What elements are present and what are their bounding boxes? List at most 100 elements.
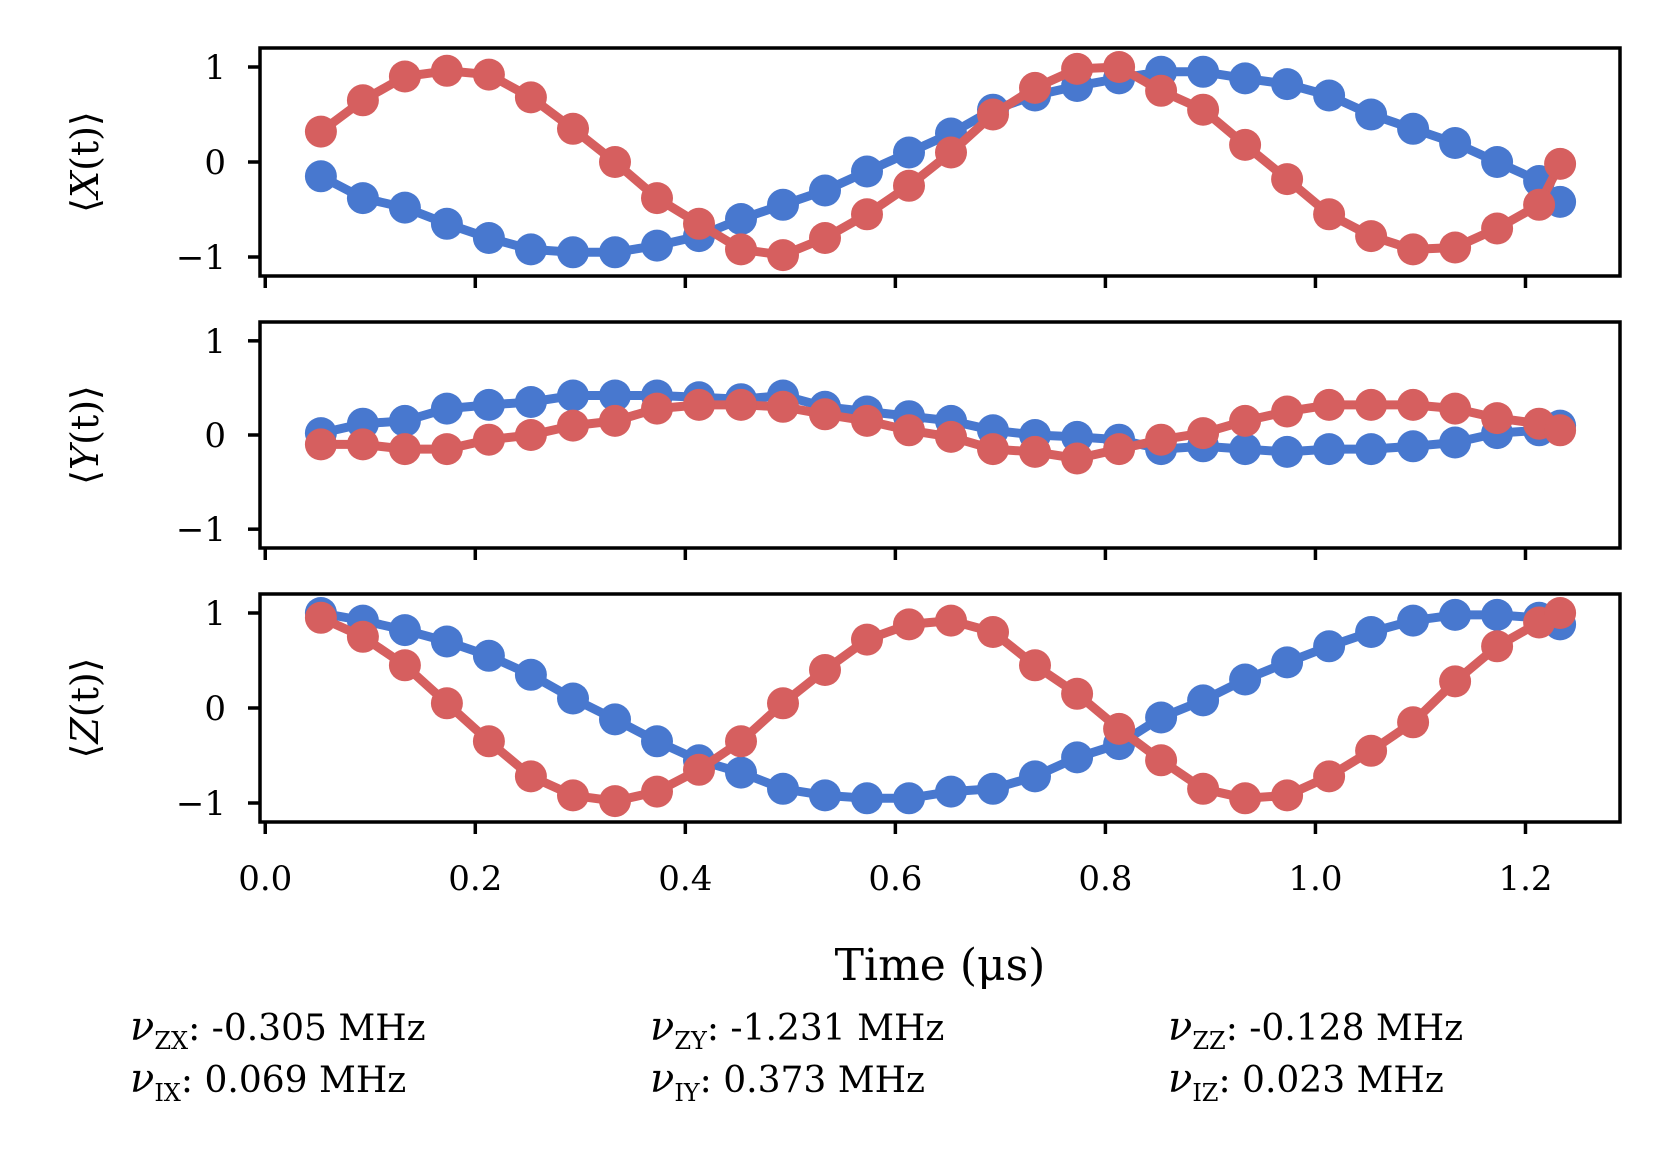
data-point-y-0-4 xyxy=(472,388,505,421)
x-tick-label: 0.0 xyxy=(238,859,292,899)
data-point-x-0-10 xyxy=(725,203,757,235)
data-point-x-0-22 xyxy=(1229,62,1262,95)
data-point-x-0-28 xyxy=(1481,146,1514,178)
data-point-x-1-26 xyxy=(1397,233,1430,266)
data-point-y-1-0 xyxy=(304,428,337,461)
data-point-x-1-11 xyxy=(767,239,799,272)
data-point-z-1-15 xyxy=(935,604,967,637)
data-point-z-0-11 xyxy=(767,772,799,805)
data-point-x-1-5 xyxy=(514,81,547,114)
param-zz: νZZ: -0.128 MHz xyxy=(1168,1004,1463,1055)
data-point-z-1-3 xyxy=(430,687,463,720)
y-tick-label-x: 0 xyxy=(204,143,226,183)
data-point-z-1-8 xyxy=(641,775,673,808)
data-point-y-1-25 xyxy=(1355,388,1388,421)
data-point-z-1-24 xyxy=(1313,760,1346,793)
data-point-y-1-11 xyxy=(767,390,799,423)
data-point-y-1-18 xyxy=(1061,442,1094,475)
data-point-x-1-0 xyxy=(304,115,337,148)
data-point-x-1-18 xyxy=(1061,52,1094,85)
data-point-z-1-11 xyxy=(767,687,799,720)
data-point-x-0-4 xyxy=(472,222,505,254)
y-tick-label-z: −1 xyxy=(176,784,226,824)
data-point-x-0-0 xyxy=(304,160,337,193)
panel-y: −1 0 1 ⟨Y(t)⟩ xyxy=(63,320,1622,560)
data-point-z-1-13 xyxy=(851,623,883,656)
data-point-x-1-29 xyxy=(1523,188,1556,221)
data-point-x-0-3 xyxy=(430,207,463,240)
data-point-z-0-28 xyxy=(1481,598,1514,631)
y-axis-label-z: ⟨Z(t)⟩ xyxy=(63,658,107,759)
data-point-x-1-1 xyxy=(346,84,379,117)
data-point-y-1-13 xyxy=(851,404,883,437)
y-axis-label-y: ⟨Y(t)⟩ xyxy=(63,385,107,485)
data-point-y-0-5 xyxy=(514,386,547,418)
data-point-x-1-28 xyxy=(1481,212,1514,245)
data-point-y-1-16 xyxy=(977,433,1009,466)
x-axis-label: Time (μs) xyxy=(835,940,1046,991)
data-point-x-0-23 xyxy=(1271,68,1304,101)
data-point-z-0-22 xyxy=(1229,663,1262,696)
data-point-x-1-4 xyxy=(472,58,505,91)
data-point-z-1-12 xyxy=(809,654,841,686)
data-point-y-0-27 xyxy=(1439,426,1472,459)
data-point-z-1-7 xyxy=(599,785,631,818)
data-point-z-1-17 xyxy=(1019,649,1051,682)
data-point-z-0-7 xyxy=(599,703,631,736)
data-point-z-0-26 xyxy=(1397,604,1430,637)
data-point-z-1-1 xyxy=(346,620,379,653)
data-point-y-0-7 xyxy=(599,379,631,412)
data-point-x-1-8 xyxy=(641,182,673,215)
data-point-y-0-2 xyxy=(388,404,421,437)
data-point-y-1-20 xyxy=(1145,423,1178,456)
data-point-x-1-17 xyxy=(1019,71,1051,104)
y-tick-label-x: −1 xyxy=(176,238,226,278)
data-point-z-0-10 xyxy=(725,756,757,789)
data-point-y-1-22 xyxy=(1229,404,1262,437)
data-point-y-1-30 xyxy=(1544,414,1577,447)
data-point-z-0-18 xyxy=(1061,741,1094,774)
x-tick-label: 1.0 xyxy=(1288,859,1342,899)
data-point-z-0-14 xyxy=(893,782,925,815)
data-point-y-1-10 xyxy=(725,388,757,421)
x-tick-label: 1.2 xyxy=(1498,859,1552,899)
data-point-y-1-17 xyxy=(1019,435,1051,468)
data-point-z-0-12 xyxy=(809,779,841,812)
param-ix: νIX: 0.069 MHz xyxy=(130,1056,406,1107)
data-point-x-1-27 xyxy=(1439,231,1472,264)
data-point-y-1-19 xyxy=(1103,433,1136,466)
data-point-x-0-11 xyxy=(767,188,799,221)
data-point-x-1-30 xyxy=(1544,147,1577,180)
data-point-x-0-5 xyxy=(514,233,547,266)
data-point-y-0-23 xyxy=(1271,435,1304,468)
data-point-y-1-27 xyxy=(1439,392,1472,425)
x-tick-label: 0.2 xyxy=(448,859,502,899)
data-point-y-0-6 xyxy=(557,379,589,412)
data-point-z-0-4 xyxy=(472,639,505,672)
x-tick-label: 0.8 xyxy=(1078,859,1132,899)
data-point-x-1-22 xyxy=(1229,128,1262,161)
data-point-z-0-2 xyxy=(388,614,421,647)
data-point-x-0-24 xyxy=(1313,79,1346,112)
data-point-x-1-23 xyxy=(1271,163,1304,196)
data-point-z-1-0 xyxy=(304,601,337,634)
data-point-y-1-4 xyxy=(472,423,505,456)
panel-y-data xyxy=(304,379,1577,475)
data-point-y-1-24 xyxy=(1313,388,1346,421)
data-point-y-0-22 xyxy=(1229,433,1262,466)
data-point-x-1-21 xyxy=(1187,93,1220,126)
data-point-x-1-9 xyxy=(683,207,715,240)
data-point-y-1-26 xyxy=(1397,388,1430,421)
data-point-x-1-19 xyxy=(1103,51,1136,83)
data-point-x-1-15 xyxy=(935,136,967,169)
data-point-z-0-15 xyxy=(935,775,967,808)
data-point-x-1-7 xyxy=(599,146,631,178)
data-point-y-0-25 xyxy=(1355,433,1388,466)
data-point-z-0-13 xyxy=(851,782,883,815)
panel-z-data xyxy=(304,597,1577,818)
data-point-z-0-8 xyxy=(641,725,673,758)
data-point-y-0-24 xyxy=(1313,433,1346,466)
panel-x-data xyxy=(304,51,1577,272)
y-tick-label-z: 0 xyxy=(204,689,226,729)
